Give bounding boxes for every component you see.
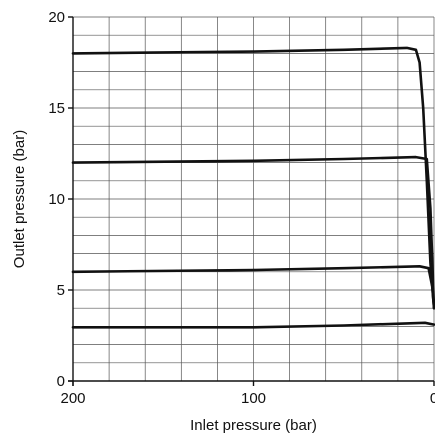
x-axis-label: Inlet pressure (bar) — [190, 417, 317, 434]
x-tick-label: 200 — [60, 390, 85, 407]
y-tick-label: 0 — [57, 373, 65, 390]
y-tick-label: 15 — [48, 100, 65, 117]
y-tick-label: 20 — [48, 9, 65, 26]
labels: 0 5 10 15 20 200 100 0 Inlet pressure (bar) Outle… — [11, 9, 435, 434]
x-tick-label: 100 — [241, 390, 266, 407]
y-tick-label: 5 — [57, 282, 65, 299]
x-tick-label: 0 — [430, 390, 435, 407]
y-tick-label: 10 — [48, 191, 65, 208]
series-line-2 — [71, 155, 435, 310]
series-line-3 — [71, 264, 435, 310]
series-line-1 — [71, 46, 435, 310]
y-axis-label: Outlet pressure (bar) — [11, 130, 28, 268]
series-group — [71, 46, 435, 329]
series-line-4 — [71, 321, 435, 329]
axes — [68, 16, 435, 386]
